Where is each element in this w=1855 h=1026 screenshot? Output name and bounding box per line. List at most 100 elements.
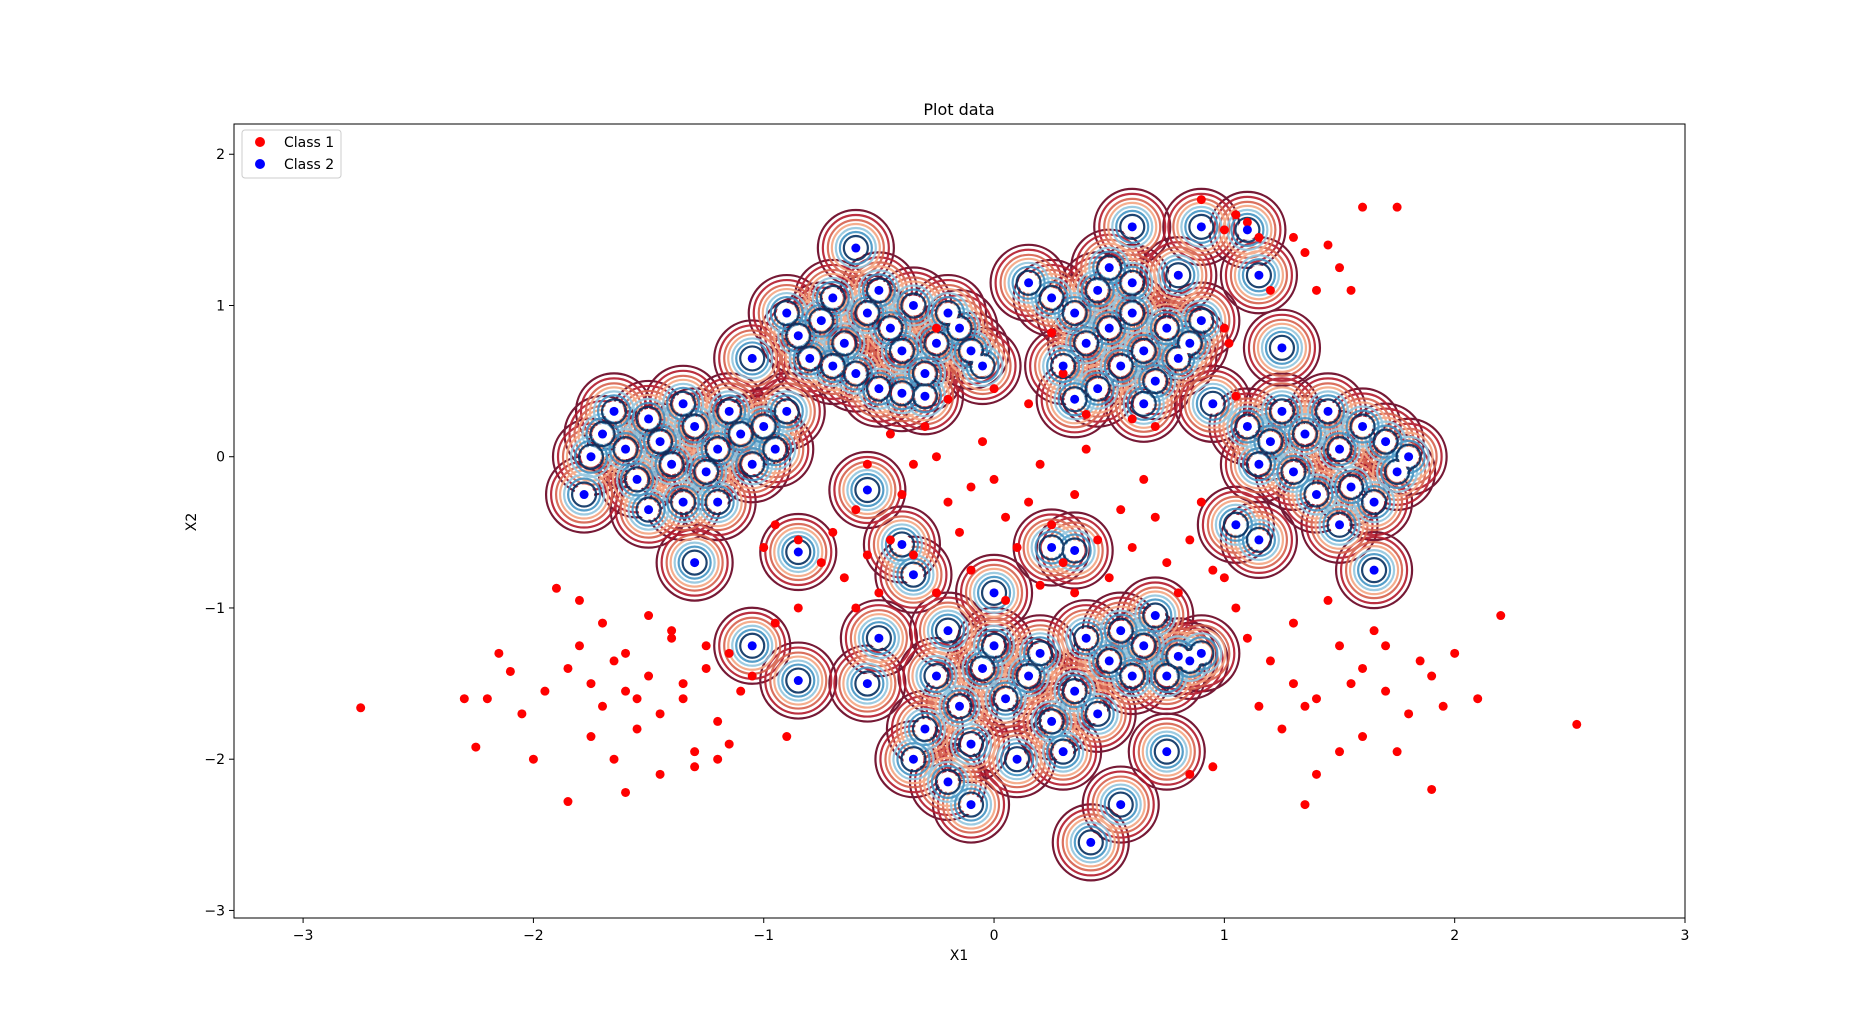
data-point	[1196, 497, 1206, 507]
data-point	[908, 550, 918, 560]
data-point	[724, 406, 734, 416]
decision-contours	[544, 187, 1448, 882]
data-point	[1265, 437, 1275, 447]
data-point	[920, 369, 930, 379]
data-point	[1058, 369, 1068, 379]
data-point	[966, 565, 976, 575]
data-point	[1047, 328, 1057, 338]
legend-box	[241, 129, 342, 179]
data-point	[920, 391, 930, 401]
data-point	[851, 505, 861, 515]
data-point	[1358, 421, 1368, 431]
data-point	[1093, 384, 1103, 394]
data-point	[1139, 399, 1149, 409]
data-point	[1070, 686, 1080, 696]
data-point	[1208, 399, 1218, 409]
legend-label-class-1: Class 1	[284, 135, 334, 151]
data-point	[874, 588, 884, 598]
data-point	[747, 459, 757, 469]
data-point	[862, 550, 872, 560]
data-point	[598, 701, 608, 711]
y-axis: −3 −2 −1 0 1 2	[204, 147, 234, 919]
data-point	[1173, 270, 1183, 280]
data-point	[1346, 679, 1356, 689]
data-point	[1139, 641, 1149, 651]
data-point	[574, 595, 584, 605]
data-point	[621, 787, 631, 797]
data-point	[793, 676, 803, 686]
data-point	[1358, 732, 1368, 742]
data-point	[770, 618, 780, 628]
data-point	[356, 703, 366, 713]
data-point	[931, 323, 941, 333]
data-point	[667, 459, 677, 469]
data-point	[1150, 512, 1160, 522]
data-point	[828, 293, 838, 303]
data-point	[931, 671, 941, 681]
data-points	[356, 195, 1582, 847]
series-2	[579, 222, 1414, 847]
data-point	[1277, 406, 1287, 416]
data-point	[574, 641, 584, 651]
data-point	[1265, 285, 1275, 295]
data-point	[1162, 558, 1172, 568]
data-point	[724, 739, 734, 749]
data-point	[1070, 490, 1080, 500]
data-point	[989, 474, 999, 484]
data-point	[1335, 444, 1345, 454]
data-point	[955, 527, 964, 537]
y-tick-label: −2	[204, 752, 225, 768]
data-point	[1224, 338, 1234, 348]
data-point	[586, 732, 596, 742]
data-point	[690, 762, 700, 772]
data-point	[1070, 394, 1080, 404]
data-point	[713, 444, 723, 454]
data-point	[1346, 482, 1356, 492]
data-point	[1323, 595, 1333, 605]
data-point	[690, 421, 700, 431]
data-point	[1058, 361, 1068, 371]
data-point	[713, 497, 723, 507]
data-point	[1288, 618, 1298, 628]
data-point	[1024, 497, 1034, 507]
data-point	[1381, 641, 1391, 651]
data-point	[989, 641, 999, 651]
data-point	[586, 452, 596, 462]
data-point	[966, 482, 976, 492]
data-point	[1369, 565, 1379, 575]
data-point	[966, 739, 976, 749]
data-point	[839, 338, 849, 348]
data-point	[1047, 716, 1057, 726]
data-point	[828, 361, 838, 371]
data-point	[1116, 800, 1126, 810]
data-point	[1150, 611, 1160, 621]
data-point	[1139, 474, 1149, 484]
data-point	[1086, 837, 1096, 847]
data-point	[1438, 701, 1448, 711]
data-point	[1254, 535, 1264, 545]
legend: Class 1 Class 2	[241, 129, 342, 179]
data-point	[908, 754, 918, 764]
data-point	[862, 679, 872, 689]
data-point	[1346, 285, 1356, 295]
data-point	[989, 588, 999, 598]
data-point	[690, 747, 700, 757]
data-point	[1196, 648, 1206, 658]
data-point	[736, 429, 746, 439]
data-point	[1450, 648, 1460, 658]
data-point	[1369, 497, 1379, 507]
data-point	[1127, 308, 1137, 318]
data-point	[1392, 747, 1402, 757]
data-point	[978, 361, 988, 371]
data-point	[874, 384, 884, 394]
x-tick-label: −2	[523, 928, 544, 944]
plot-frame	[233, 123, 1686, 919]
data-point	[1288, 467, 1298, 477]
data-point	[1208, 565, 1218, 575]
data-point	[655, 709, 665, 719]
data-point	[1358, 663, 1368, 673]
data-point	[621, 648, 631, 658]
data-point	[1427, 784, 1437, 794]
data-point	[1219, 323, 1229, 333]
